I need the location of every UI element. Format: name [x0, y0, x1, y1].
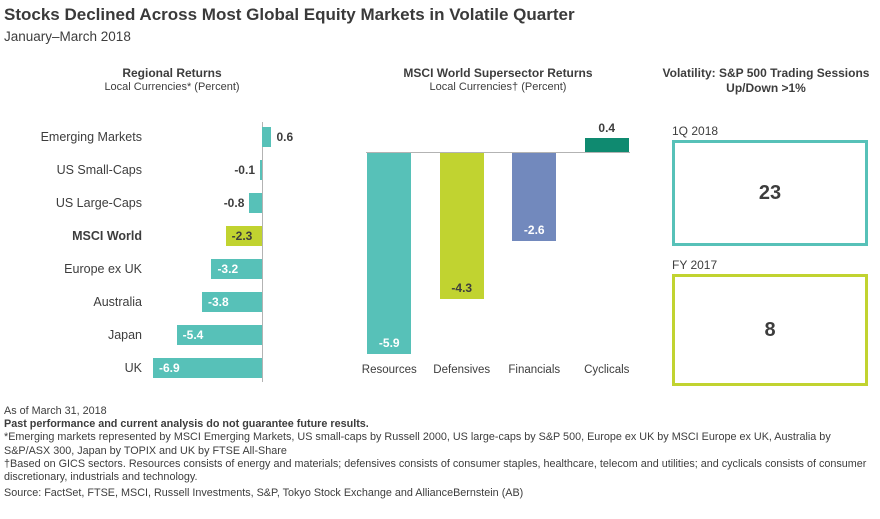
volatility-value-1q2018: 23: [758, 181, 782, 204]
volatility-box-label-fy2017: FY 2017: [672, 258, 718, 272]
bar-area: 0.6: [152, 120, 332, 153]
value-label: -5.9: [378, 335, 400, 350]
bar-area: -3.2: [152, 252, 332, 285]
category-label: US Small-Caps: [56, 162, 142, 177]
bar-area: -0.1: [152, 153, 332, 186]
bar-cell-defensives: -4.3: [426, 120, 499, 360]
value-label: -0.8: [223, 195, 245, 210]
value-label: -4.3: [451, 281, 473, 296]
bar: [260, 159, 262, 180]
bar: [152, 357, 262, 378]
value-label: -2.3: [231, 228, 253, 243]
volatility-box-fy2017: 8: [672, 274, 868, 386]
bar: [225, 225, 262, 246]
page-subtitle: January–March 2018: [4, 29, 131, 44]
volatility-panel: Volatility: S&P 500 Trading Sessions Up/…: [660, 66, 872, 386]
supersector-category-labels: Resources Defensives Financials Cyclicals: [353, 364, 643, 376]
bar: [584, 138, 629, 152]
volatility-value-fy2017: 8: [764, 318, 776, 341]
source-line: Source: FactSet, FTSE, MSCI, Russell Inv…: [4, 487, 524, 500]
category-label: Australia: [93, 294, 142, 309]
value-label: 0.6: [276, 129, 294, 144]
bar-row-msci-world: MSCI World -2.3: [12, 219, 332, 252]
value-label: 0.4: [598, 121, 616, 136]
bar-row-us-small-caps: US Small-Caps -0.1: [12, 153, 332, 186]
volatility-title: Volatility: S&P 500 Trading Sessions Up/…: [662, 66, 870, 95]
bar-row-uk: UK -6.9: [12, 351, 332, 384]
bar-row-us-large-caps: US Large-Caps -0.8: [12, 186, 332, 219]
bar-area: -0.8: [152, 186, 332, 219]
zero-axis-line: [366, 152, 630, 153]
bar-area: -5.4: [152, 318, 332, 351]
volatility-box-1q2018: 23: [672, 140, 868, 246]
as-of-date: As of March 31, 2018: [4, 405, 107, 417]
bar-row-europe-ex-uk: Europe ex UK -3.2: [12, 252, 332, 285]
bar-cell-financials: -2.6: [498, 120, 571, 360]
value-label: -2.6: [523, 223, 545, 238]
value-label: -3.8: [207, 294, 229, 309]
category-label: Europe ex UK: [64, 261, 142, 276]
supersector-returns-panel: MSCI World Supersector Returns Local Cur…: [352, 66, 644, 376]
category-label: Financials: [508, 364, 561, 376]
bar: [439, 153, 484, 300]
supersector-returns-chart: -5.9 -4.3 -2.6 0.4: [353, 120, 643, 360]
bar: [367, 153, 412, 354]
supersector-returns-subtitle: Local Currencies† (Percent): [429, 81, 567, 93]
bar: [249, 192, 262, 213]
bar-row-japan: Japan -5.4: [12, 318, 332, 351]
bar-row-australia: Australia -3.8: [12, 285, 332, 318]
category-label: Japan: [107, 327, 142, 342]
category-label: US Large-Caps: [55, 195, 142, 210]
value-label: -6.9: [158, 360, 180, 375]
value-label: -3.2: [217, 261, 239, 276]
bar: [262, 126, 272, 147]
category-label: UK: [124, 360, 142, 375]
zero-axis-line: [262, 122, 263, 382]
volatility-box-label-1q2018: 1Q 2018: [672, 124, 719, 138]
regional-returns-chart: Emerging Markets 0.6 US Small-Caps -0.1 US L…: [12, 120, 332, 384]
regional-returns-title: Regional Returns: [122, 66, 222, 80]
bar: [201, 291, 262, 312]
regional-returns-panel: Regional Returns Local Currencies* (Perc…: [12, 66, 332, 384]
footnotes: As of March 31, 2018 Past performance an…: [4, 405, 878, 500]
footnote-regional-indices: *Emerging markets represented by MSCI Em…: [4, 431, 831, 457]
bar-cell-cyclicals: 0.4: [571, 120, 644, 360]
category-label: Cyclicals: [584, 364, 630, 376]
supersector-returns-title: MSCI World Supersector Returns: [403, 66, 593, 80]
value-label: -0.1: [234, 162, 255, 177]
category-label: MSCI World: [72, 228, 142, 243]
bar-cell-resources: -5.9: [353, 120, 426, 360]
footnote-gics-sectors: †Based on GICS sectors. Resources consis…: [4, 457, 867, 484]
bar-area: -2.3: [152, 219, 332, 252]
page-title: Stocks Declined Across Most Global Equit…: [4, 5, 575, 24]
bar: [176, 324, 262, 345]
category-label: Emerging Markets: [40, 129, 142, 144]
disclaimer: Past performance and current analysis do…: [4, 418, 369, 431]
regional-returns-subtitle: Local Currencies* (Percent): [104, 81, 240, 93]
bar-area: -3.8: [152, 285, 332, 318]
bar: [512, 153, 557, 242]
value-label: -5.4: [182, 327, 204, 342]
category-label: Defensives: [433, 364, 491, 376]
bar-area: -6.9: [152, 351, 332, 384]
bar-row-emerging-markets: Emerging Markets 0.6: [12, 120, 332, 153]
category-label: Resources: [361, 364, 417, 376]
bar: [211, 258, 262, 279]
